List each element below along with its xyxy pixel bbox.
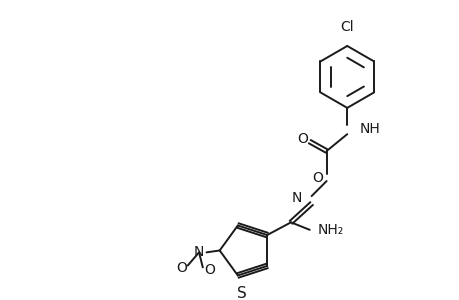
Text: O: O: [296, 132, 307, 146]
Text: NH: NH: [358, 122, 380, 136]
Text: N: N: [193, 245, 204, 260]
Text: Cl: Cl: [340, 20, 353, 34]
Text: NH₂: NH₂: [317, 223, 343, 237]
Text: S: S: [236, 286, 246, 300]
Text: O: O: [311, 171, 322, 185]
Text: O: O: [175, 261, 186, 275]
Text: N: N: [291, 191, 302, 205]
Text: O: O: [203, 263, 214, 277]
